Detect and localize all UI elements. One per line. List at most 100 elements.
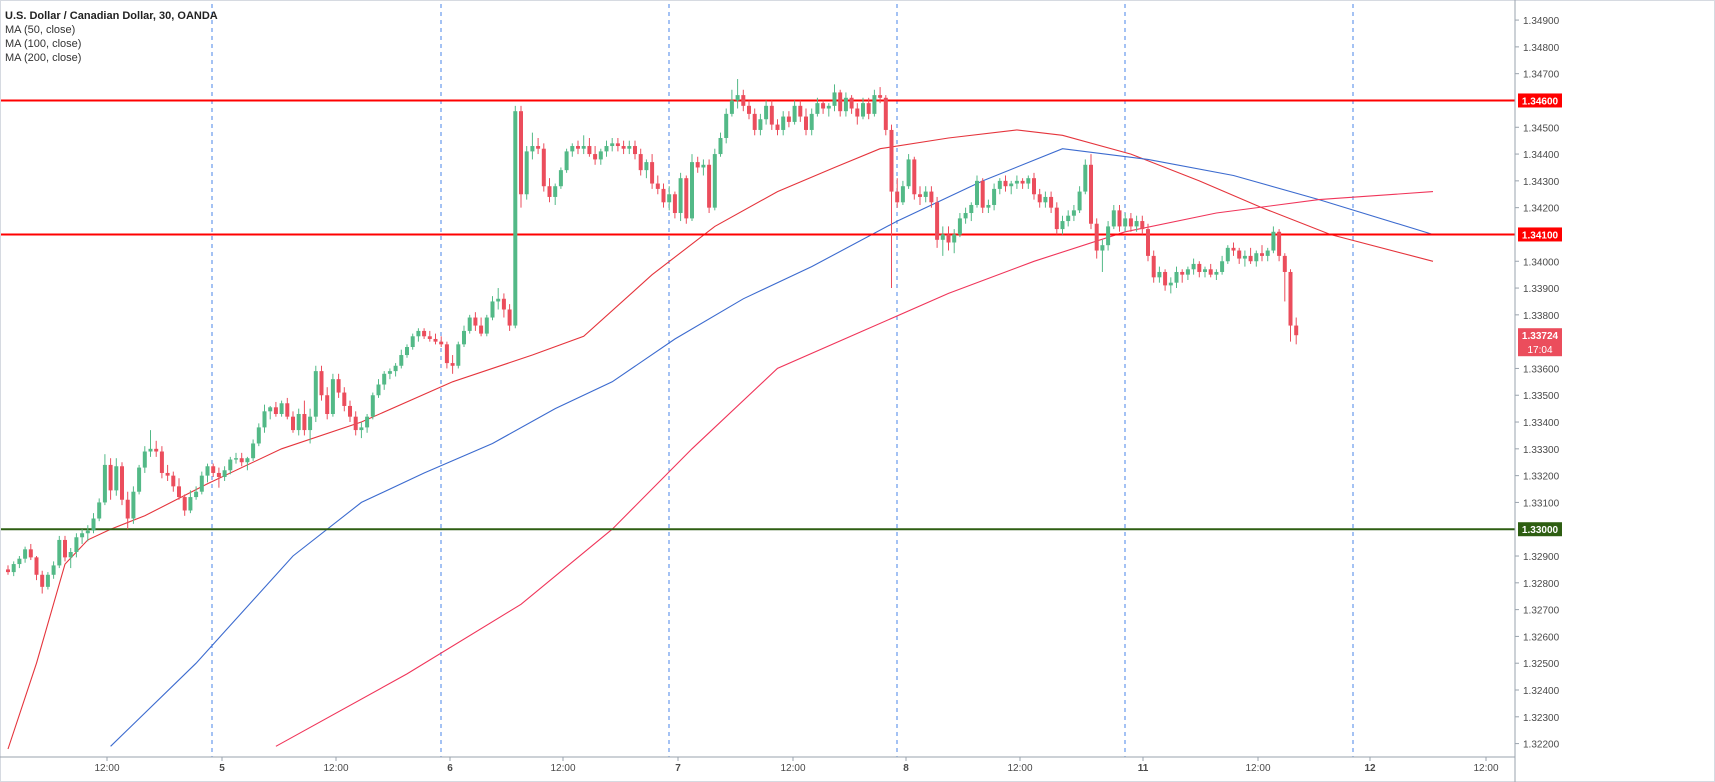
- price-tick-label: 1.34500: [1523, 123, 1560, 134]
- time-axis[interactable]: 12:00 5 12:00 6 12:00 7 12:00 8 12:00 11 12:00 12 12…: [94, 757, 1499, 774]
- candle-body: [148, 448, 153, 452]
- candle-body: [1043, 196, 1048, 203]
- candle-body: [11, 564, 16, 573]
- time-tick-label: 12:00: [780, 763, 805, 774]
- candle-body: [752, 113, 757, 130]
- candle-body: [1003, 180, 1008, 187]
- price-tick-label: 1.34900: [1523, 16, 1560, 27]
- candle-body: [1174, 271, 1179, 283]
- candle-body: [558, 170, 563, 187]
- candle-body: [650, 162, 655, 184]
- candle-body: [336, 379, 341, 393]
- candle-body: [433, 338, 438, 342]
- price-tick-label: 1.32800: [1523, 579, 1560, 590]
- candle-body: [769, 105, 774, 125]
- price-axis[interactable]: 1.34900 1.34800 1.34700 1.34500 1.34400 1.343…: [1515, 16, 1560, 751]
- time-tick-label: 8: [903, 763, 909, 774]
- horizontal-levels: [0, 99, 1515, 531]
- candle-body: [68, 552, 73, 558]
- candle-body: [604, 146, 609, 152]
- candle-body: [975, 180, 979, 205]
- candle-body: [815, 103, 820, 114]
- candle-body: [826, 105, 831, 109]
- candle-body: [541, 148, 546, 187]
- candle-body: [1168, 282, 1173, 286]
- candle-body: [1146, 229, 1150, 256]
- candle-body: [302, 413, 307, 431]
- candle-body: [182, 497, 187, 511]
- candle-body: [348, 405, 352, 417]
- candle-body: [188, 497, 193, 511]
- candle-body: [462, 330, 466, 345]
- time-tick-label: 5: [219, 763, 225, 774]
- price-tick-label: 1.32600: [1523, 632, 1560, 643]
- candle-body: [900, 186, 905, 203]
- candle-body: [1106, 226, 1111, 246]
- candle-body: [74, 537, 79, 553]
- candle-body: [1037, 194, 1042, 203]
- candle-body: [34, 557, 39, 575]
- last-price-tag: [1518, 328, 1562, 357]
- candle-body: [171, 475, 176, 487]
- candle-body: [382, 373, 387, 385]
- candle-body: [1026, 178, 1031, 184]
- candle-body: [507, 309, 512, 326]
- candle-body: [1117, 210, 1122, 227]
- candle-body: [313, 371, 318, 417]
- ma-line-100: [110, 148, 1434, 747]
- candle-body: [1071, 210, 1076, 216]
- candle-body: [1231, 247, 1236, 251]
- candle-body: [872, 95, 877, 114]
- level-tag-label: 1.33000: [1522, 525, 1559, 536]
- candle-body: [370, 395, 375, 417]
- candle-body: [610, 143, 615, 147]
- candle-body: [701, 164, 706, 168]
- candle-body: [804, 116, 808, 130]
- candle-body: [245, 458, 250, 463]
- candle-body: [809, 113, 814, 130]
- level-tag-1.34600: [1518, 93, 1562, 108]
- candle-body: [1032, 178, 1036, 195]
- candle-body: [262, 411, 267, 428]
- candle-body: [422, 330, 427, 337]
- candle-body: [256, 427, 261, 444]
- ma-line-200: [275, 191, 1434, 747]
- candle-body: [781, 116, 786, 130]
- candle-body: [684, 178, 689, 219]
- time-tick-label: 12:00: [1473, 763, 1498, 774]
- legend-ma100: MA (100, close): [5, 38, 82, 50]
- candle-body: [655, 183, 660, 189]
- candle-body: [216, 472, 221, 477]
- candle-body: [125, 499, 130, 519]
- price-tick-label: 1.33600: [1523, 364, 1560, 375]
- candle-body: [1208, 269, 1213, 275]
- candle-body: [553, 186, 558, 197]
- candle-body: [479, 325, 484, 334]
- legend-ma50: MA (50, close): [5, 24, 76, 36]
- candle-body: [729, 100, 734, 114]
- price-tick-label: 1.33500: [1523, 391, 1560, 402]
- price-tick-label: 1.34200: [1523, 204, 1560, 215]
- candle-body: [587, 146, 592, 155]
- candle-body: [1248, 255, 1253, 262]
- price-tick-label: 1.33300: [1523, 445, 1560, 456]
- candle-body: [456, 344, 461, 366]
- candle-body: [1254, 253, 1259, 262]
- price-tick-label: 1.34000: [1523, 257, 1560, 268]
- candle-body: [940, 234, 945, 240]
- candle-body: [1014, 180, 1019, 184]
- candle-body: [957, 218, 962, 235]
- candle-body: [251, 443, 256, 459]
- candle-body: [992, 188, 997, 205]
- candle-body: [1242, 255, 1247, 259]
- candle-body: [667, 194, 672, 203]
- price-tick-label: 1.34400: [1523, 150, 1560, 161]
- candle-body: [952, 234, 957, 243]
- candle-body: [1214, 271, 1219, 275]
- candle-body: [387, 371, 392, 374]
- price-tick-label: 1.33900: [1523, 284, 1560, 295]
- candle-body: [57, 539, 62, 566]
- candle-body: [895, 191, 900, 203]
- candle-body: [764, 105, 769, 120]
